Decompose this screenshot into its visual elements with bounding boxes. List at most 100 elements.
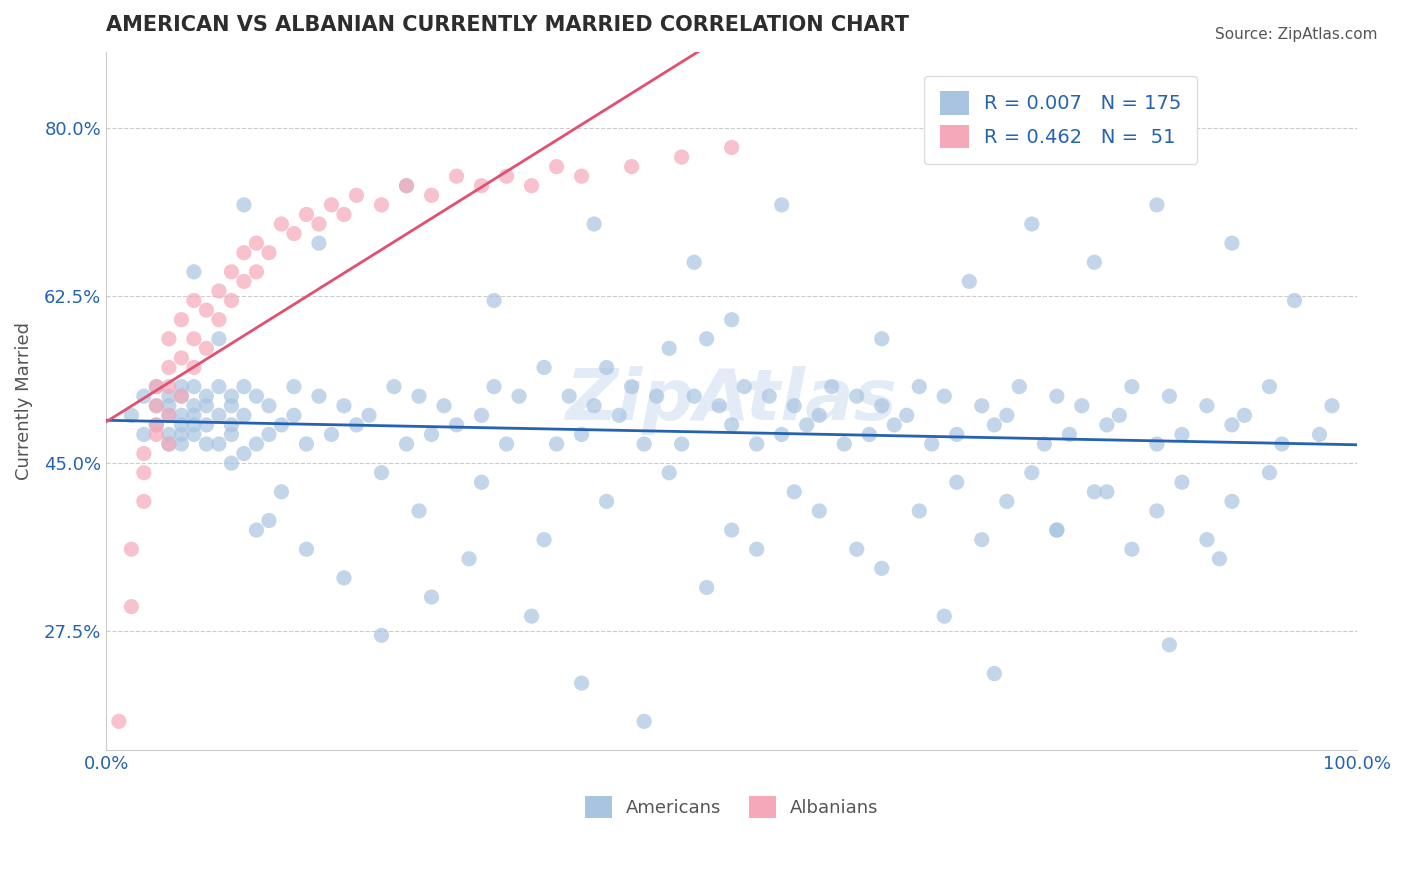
- Point: [633, 714, 655, 729]
- Point: [208, 379, 231, 393]
- Point: [1083, 255, 1105, 269]
- Point: [370, 628, 392, 642]
- Point: [520, 178, 543, 193]
- Point: [720, 312, 742, 326]
- Point: [446, 417, 468, 432]
- Point: [333, 207, 356, 221]
- Point: [896, 409, 918, 423]
- Point: [408, 504, 430, 518]
- Point: [1220, 494, 1243, 508]
- Point: [707, 399, 730, 413]
- Point: [195, 417, 218, 432]
- Point: [870, 399, 893, 413]
- Point: [157, 437, 180, 451]
- Point: [257, 427, 280, 442]
- Point: [645, 389, 668, 403]
- Point: [1171, 475, 1194, 490]
- Point: [1121, 379, 1143, 393]
- Point: [1258, 466, 1281, 480]
- Point: [170, 437, 193, 451]
- Point: [257, 245, 280, 260]
- Point: [870, 332, 893, 346]
- Point: [970, 399, 993, 413]
- Point: [821, 379, 844, 393]
- Point: [883, 417, 905, 432]
- Point: [1320, 399, 1343, 413]
- Point: [157, 379, 180, 393]
- Point: [170, 417, 193, 432]
- Point: [221, 265, 243, 279]
- Point: [232, 446, 254, 460]
- Point: [395, 178, 418, 193]
- Point: [221, 293, 243, 308]
- Point: [770, 198, 793, 212]
- Point: [232, 245, 254, 260]
- Point: [170, 389, 193, 403]
- Point: [583, 217, 606, 231]
- Point: [1233, 409, 1256, 423]
- Point: [571, 427, 593, 442]
- Point: [308, 389, 330, 403]
- Point: [783, 399, 806, 413]
- Point: [221, 427, 243, 442]
- Point: [245, 236, 267, 251]
- Point: [546, 437, 568, 451]
- Point: [208, 409, 231, 423]
- Point: [1284, 293, 1306, 308]
- Point: [745, 437, 768, 451]
- Point: [470, 475, 492, 490]
- Point: [1033, 437, 1056, 451]
- Point: [132, 389, 155, 403]
- Point: [1146, 437, 1168, 451]
- Point: [671, 437, 693, 451]
- Point: [132, 466, 155, 480]
- Point: [183, 399, 205, 413]
- Text: Source: ZipAtlas.com: Source: ZipAtlas.com: [1215, 27, 1378, 42]
- Point: [420, 590, 443, 604]
- Point: [495, 437, 517, 451]
- Point: [533, 533, 555, 547]
- Point: [983, 666, 1005, 681]
- Point: [1159, 638, 1181, 652]
- Point: [232, 379, 254, 393]
- Point: [796, 417, 818, 432]
- Point: [245, 437, 267, 451]
- Point: [183, 379, 205, 393]
- Point: [183, 360, 205, 375]
- Point: [208, 284, 231, 298]
- Point: [1021, 217, 1043, 231]
- Point: [283, 379, 305, 393]
- Point: [195, 399, 218, 413]
- Point: [108, 714, 131, 729]
- Point: [145, 379, 167, 393]
- Text: ZipAtlas: ZipAtlas: [565, 367, 897, 435]
- Point: [620, 379, 643, 393]
- Point: [183, 417, 205, 432]
- Point: [1121, 542, 1143, 557]
- Point: [221, 456, 243, 470]
- Point: [195, 389, 218, 403]
- Point: [808, 409, 831, 423]
- Point: [157, 409, 180, 423]
- Point: [921, 437, 943, 451]
- Point: [508, 389, 530, 403]
- Point: [1171, 427, 1194, 442]
- Point: [1059, 427, 1081, 442]
- Point: [946, 475, 969, 490]
- Point: [583, 399, 606, 413]
- Point: [420, 427, 443, 442]
- Point: [1108, 409, 1130, 423]
- Point: [157, 409, 180, 423]
- Point: [595, 360, 617, 375]
- Point: [170, 409, 193, 423]
- Point: [1070, 399, 1092, 413]
- Point: [157, 389, 180, 403]
- Point: [1008, 379, 1031, 393]
- Point: [1083, 484, 1105, 499]
- Point: [232, 198, 254, 212]
- Point: [270, 484, 292, 499]
- Point: [870, 561, 893, 575]
- Point: [370, 198, 392, 212]
- Point: [633, 437, 655, 451]
- Point: [183, 265, 205, 279]
